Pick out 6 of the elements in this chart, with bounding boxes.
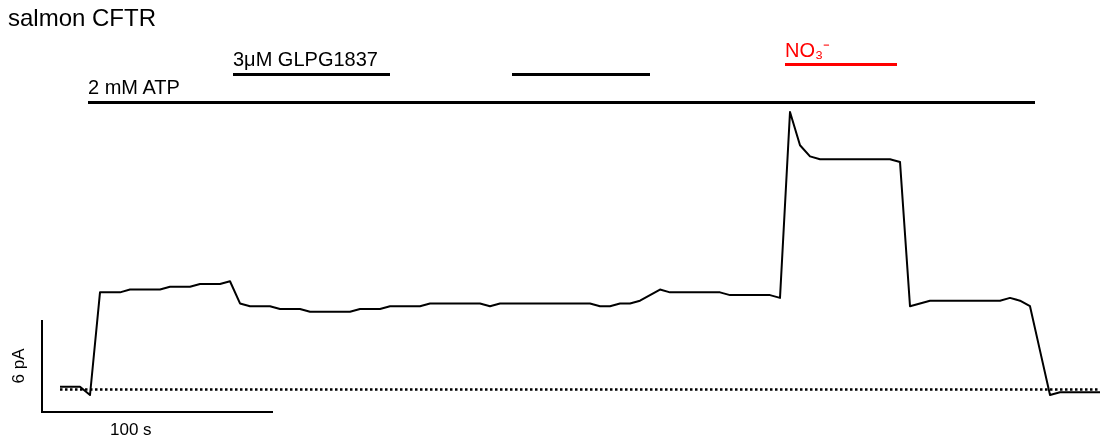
text: 2 mM ATP [88, 76, 180, 99]
text: 3μM GLPG1837 [233, 48, 378, 71]
text: 6 pA [9, 348, 30, 384]
text: 100 s [110, 420, 152, 440]
chart-title: salmon CFTR [8, 4, 157, 32]
text: NO₃⁻ [785, 38, 831, 63]
